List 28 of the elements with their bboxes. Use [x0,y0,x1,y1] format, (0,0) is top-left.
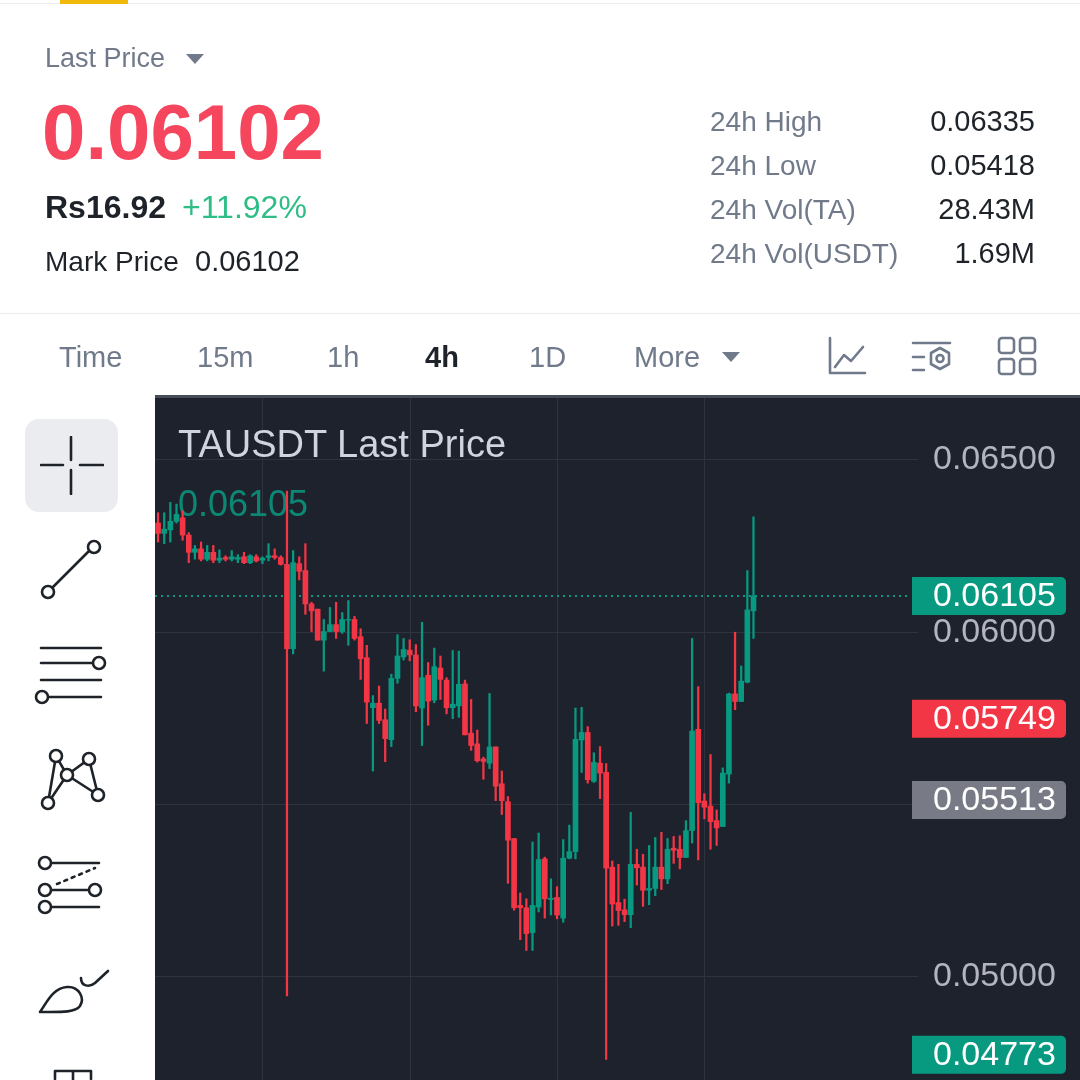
y-tick-label: 0.05000 [933,955,1056,994]
text: 4h [425,341,459,374]
text: 24h Vol(TA) [710,193,856,225]
text: 0.05749 [933,698,1056,737]
text: 1D [529,341,567,374]
y-tick-label: 0.06500 [933,438,1056,477]
text: Rs16.92 [45,188,166,225]
text: 24h Vol(USDT) [710,237,899,269]
candlestick [216,549,223,563]
text: 1.69M [954,237,1035,270]
text: 15m [197,341,254,374]
text: Mark Price [45,245,179,277]
text: +11.92% [182,188,307,225]
text: 1h [327,341,360,374]
text: 0.06102 [42,88,324,177]
text: 0.05513 [933,779,1056,818]
text: More [634,341,701,374]
text: 0.06335 [930,105,1035,138]
text: 28.43M [938,193,1035,226]
text: 24h High [710,105,823,137]
text: TAUSDT Last Price [178,422,507,465]
text: 0.06102 [195,245,300,278]
text: 24h Low [710,149,816,181]
text: 0.04773 [933,1034,1056,1073]
candlestick [265,543,272,562]
text: Last Price [45,42,166,73]
text: Time [59,341,123,374]
text: 0.05418 [930,149,1035,182]
